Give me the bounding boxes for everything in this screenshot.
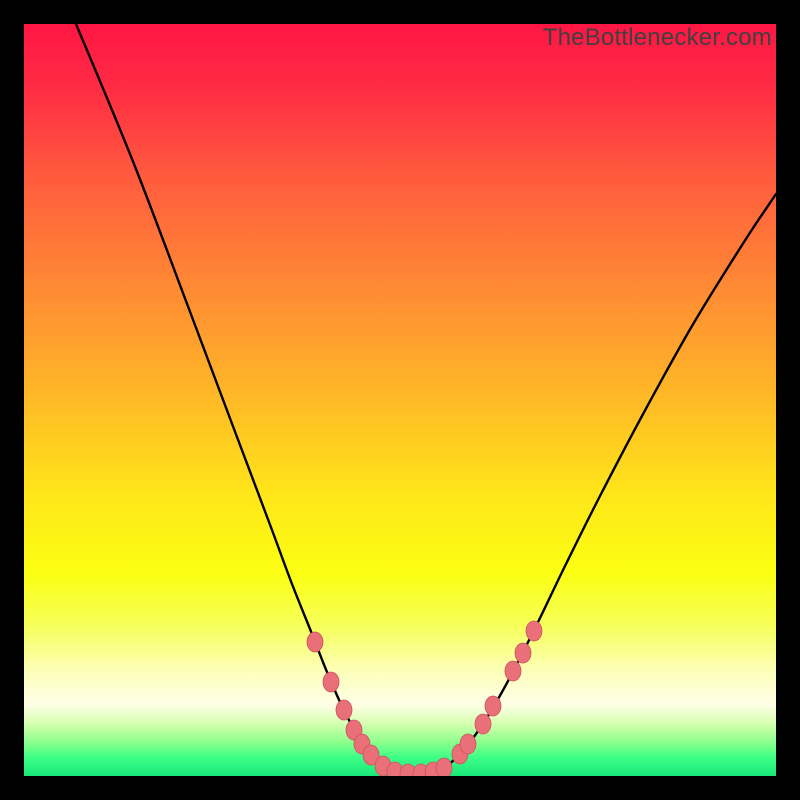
chart-frame: TheBottlenecker.com [0, 0, 800, 800]
curve-marker-group [307, 621, 542, 776]
plot-area: TheBottlenecker.com [24, 24, 776, 776]
curve-marker [307, 632, 323, 652]
curve-marker [485, 696, 501, 716]
curve-marker [323, 672, 339, 692]
curve-marker [460, 734, 476, 754]
curve-marker [336, 700, 352, 720]
curve-marker [526, 621, 542, 641]
curve-marker [505, 661, 521, 681]
curve-layer [24, 24, 776, 776]
curve-marker [436, 758, 452, 776]
curve-marker [515, 643, 531, 663]
bottleneck-curve [76, 24, 776, 774]
curve-marker [475, 714, 491, 734]
